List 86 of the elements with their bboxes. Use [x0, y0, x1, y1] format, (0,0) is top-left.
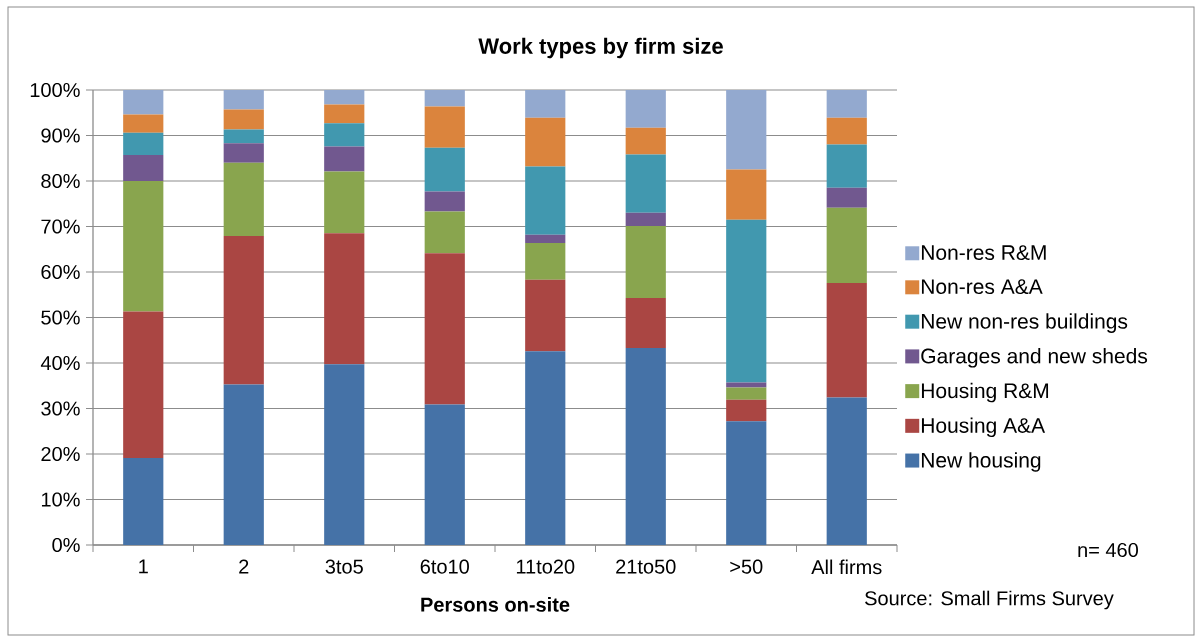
bar — [625, 212, 666, 227]
bar — [726, 219, 767, 383]
bar — [424, 191, 465, 212]
y-tick-label: 80% — [41, 173, 80, 189]
bar — [123, 132, 164, 156]
bar — [223, 143, 264, 163]
bar — [525, 351, 566, 545]
bar — [123, 458, 164, 545]
bar — [223, 109, 264, 130]
bar — [525, 117, 566, 167]
bar — [324, 233, 365, 365]
bar — [123, 181, 164, 312]
bar — [324, 146, 365, 172]
bar — [424, 147, 465, 192]
bar — [625, 297, 666, 348]
bar — [625, 154, 666, 213]
x-tick-label: 21to50 — [616, 559, 676, 574]
y-tick-label: 70% — [41, 219, 80, 234]
bar — [826, 397, 867, 545]
bar — [424, 90, 465, 107]
x-tick-label: All firms — [811, 559, 882, 575]
bar — [424, 211, 465, 254]
legend-label: Housing A&A — [921, 417, 1046, 438]
bar — [424, 253, 465, 405]
bar — [625, 127, 666, 155]
legend-label: Housing R&M — [921, 382, 1049, 403]
bar — [726, 382, 767, 388]
bar — [625, 90, 666, 128]
bar — [324, 123, 365, 147]
x-tick-label: >50 — [730, 559, 763, 574]
x-tick-label: 2 — [239, 559, 249, 574]
y-tick-label: 100% — [30, 82, 80, 98]
bar — [625, 347, 666, 545]
y-tick-label: 10% — [41, 492, 80, 507]
chart-title: Work types by firm size — [478, 37, 723, 59]
bar — [123, 90, 164, 115]
legend-label: New non-res buildings — [921, 313, 1128, 333]
bar — [123, 311, 164, 459]
y-tick-label: 30% — [41, 401, 80, 416]
legend-label: Non-res R&M — [921, 245, 1046, 260]
bar — [424, 404, 465, 545]
bar — [525, 90, 566, 118]
x-axis-title: Persons on-site — [421, 597, 570, 612]
x-tick-label: 1 — [139, 559, 148, 574]
bar — [324, 90, 365, 105]
bar — [726, 399, 767, 422]
bar — [726, 421, 767, 545]
bar — [123, 155, 164, 181]
legend-label: Non-res A&A — [921, 279, 1043, 295]
bar — [223, 384, 264, 545]
legend-label: Garages and new sheds — [921, 348, 1148, 368]
x-tick-label: 11to20 — [516, 559, 575, 574]
x-tick-label: 3to5 — [325, 559, 363, 574]
y-tick-label: 40% — [40, 355, 80, 371]
text: n= 460 — [1078, 542, 1138, 558]
x-tick-label: 6to10 — [420, 559, 469, 574]
bar — [223, 162, 264, 237]
bar — [123, 114, 164, 133]
bar — [525, 166, 566, 235]
bar — [324, 104, 365, 124]
bar — [525, 242, 566, 280]
y-tick-label: 0% — [52, 537, 80, 553]
bar — [826, 187, 867, 208]
legend-label: New housing — [921, 452, 1041, 472]
y-tick-label: 50% — [41, 310, 80, 325]
source-note: Source: Small Firms Survey — [865, 590, 1114, 610]
bar — [525, 279, 566, 352]
bar — [826, 117, 867, 145]
bar — [525, 234, 566, 243]
y-tick-label: 60% — [41, 264, 80, 280]
y-tick-label: 90% — [41, 128, 80, 143]
y-tick-label: 20% — [41, 446, 80, 462]
bar — [625, 226, 666, 298]
bar — [726, 387, 767, 400]
bar — [324, 364, 365, 545]
bar — [826, 207, 867, 283]
bar — [424, 106, 465, 148]
bar — [223, 90, 264, 110]
bar — [726, 169, 767, 220]
bar — [223, 129, 264, 144]
bar — [324, 171, 365, 234]
bar — [826, 282, 867, 398]
bar — [223, 236, 264, 385]
bar — [826, 90, 867, 118]
bar — [826, 144, 867, 188]
bar — [726, 90, 767, 170]
